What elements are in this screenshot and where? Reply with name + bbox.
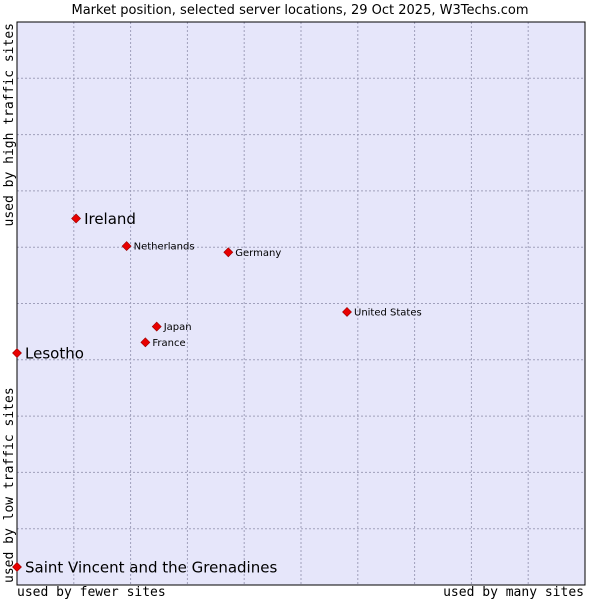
point-label-netherlands: Netherlands [134,242,195,253]
x-axis-label-right: used by many sites [443,585,584,600]
y-axis-label-top: used by high traffic sites [2,23,17,227]
point-label-germany: Germany [235,248,281,259]
point-marker-lesotho [12,348,22,358]
x-axis-label-left: used by fewer sites [17,585,166,600]
chart-title: Market position, selected server locatio… [71,3,528,18]
data-points: Ireland Netherlands Germany United States Ja… [12,210,422,576]
point-marker-saint-vincent-and-the-grenadines [12,562,22,572]
point-label-france: France [152,338,185,349]
point-label-saint-vincent-and-the-grenadines: Saint Vincent and the Grenadines [25,558,277,576]
point-label-japan: Japan [163,322,192,333]
point-marker-france [140,337,151,348]
point-label-united-states: United States [354,307,422,318]
grid-lines [17,22,585,585]
point-marker-japan [151,321,162,332]
point-marker-germany [223,247,234,258]
plot-border [16,21,586,586]
point-marker-united-states [342,307,352,317]
y-axis-label-bottom: used by low traffic sites [2,387,17,583]
point-marker-netherlands [121,241,132,251]
point-label-ireland: Ireland [84,210,136,228]
point-marker-ireland [71,213,81,224]
point-label-lesotho: Lesotho [25,345,84,363]
